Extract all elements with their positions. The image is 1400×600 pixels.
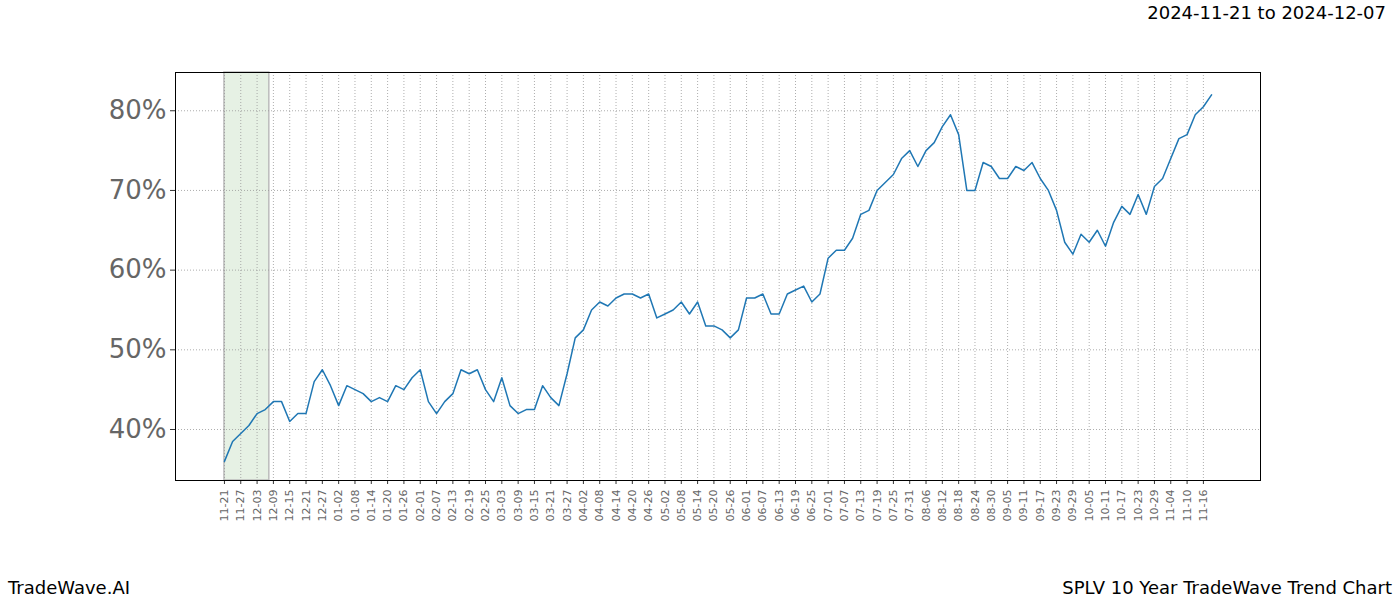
svg-text:01-20: 01-20 <box>381 490 394 522</box>
svg-text:06-19: 06-19 <box>789 490 802 522</box>
svg-text:60%: 60% <box>109 254 167 284</box>
svg-text:11-27: 11-27 <box>234 490 247 522</box>
svg-text:01-02: 01-02 <box>332 490 345 522</box>
svg-text:80%: 80% <box>109 95 167 125</box>
svg-text:05-20: 05-20 <box>707 490 720 522</box>
svg-text:02-19: 02-19 <box>463 490 476 522</box>
svg-text:02-25: 02-25 <box>479 490 492 522</box>
svg-text:09-29: 09-29 <box>1066 490 1079 522</box>
svg-text:07-25: 07-25 <box>887 490 900 522</box>
svg-text:07-31: 07-31 <box>903 490 916 522</box>
svg-text:03-21: 03-21 <box>544 490 557 522</box>
svg-text:07-07: 07-07 <box>838 490 851 522</box>
svg-text:10-11: 10-11 <box>1099 490 1112 522</box>
svg-text:10-29: 10-29 <box>1148 490 1161 522</box>
svg-text:04-02: 04-02 <box>577 490 590 522</box>
svg-text:04-14: 04-14 <box>610 490 623 522</box>
svg-text:03-03: 03-03 <box>495 490 508 522</box>
svg-text:10-23: 10-23 <box>1132 490 1145 522</box>
svg-text:05-08: 05-08 <box>675 490 688 522</box>
html-text:2024-11-21 to 2024-12-07: 2024-11-21 to 2024-12-07 <box>1147 2 1386 23</box>
svg-text:06-13: 06-13 <box>773 490 786 522</box>
svg-text:02-07: 02-07 <box>430 490 443 522</box>
svg-text:70%: 70% <box>109 175 167 205</box>
svg-text:06-07: 06-07 <box>756 490 769 522</box>
svg-text:04-26: 04-26 <box>642 490 655 522</box>
svg-text:03-15: 03-15 <box>528 490 541 522</box>
svg-text:03-27: 03-27 <box>561 490 574 522</box>
svg-text:07-01: 07-01 <box>822 490 835 522</box>
svg-text:03-09: 03-09 <box>512 490 525 522</box>
svg-text:10-17: 10-17 <box>1115 490 1128 522</box>
svg-text:11-16: 11-16 <box>1197 490 1210 522</box>
svg-text:02-13: 02-13 <box>446 490 459 522</box>
svg-text:06-01: 06-01 <box>740 490 753 522</box>
svg-text:04-08: 04-08 <box>593 490 606 522</box>
svg-text:04-20: 04-20 <box>626 490 639 522</box>
svg-text:09-17: 09-17 <box>1034 490 1047 522</box>
svg-text:09-05: 09-05 <box>1001 490 1014 522</box>
svg-text:08-24: 08-24 <box>968 490 981 522</box>
svg-text:08-30: 08-30 <box>985 490 998 522</box>
svg-text:01-14: 01-14 <box>365 490 378 522</box>
svg-text:12-09: 12-09 <box>267 490 280 522</box>
svg-text:08-06: 08-06 <box>920 490 933 522</box>
svg-text:12-03: 12-03 <box>251 490 264 522</box>
svg-text:12-27: 12-27 <box>316 490 329 522</box>
svg-text:12-21: 12-21 <box>300 490 313 522</box>
svg-text:10-05: 10-05 <box>1083 490 1096 522</box>
svg-text:07-13: 07-13 <box>854 490 867 522</box>
svg-text:02-01: 02-01 <box>414 490 427 522</box>
svg-text:05-26: 05-26 <box>724 490 737 522</box>
svg-text:11-04: 11-04 <box>1164 490 1177 522</box>
svg-text:09-11: 09-11 <box>1017 490 1030 522</box>
svg-text:11-21: 11-21 <box>218 490 231 522</box>
svg-text:08-12: 08-12 <box>936 490 949 522</box>
svg-text:05-02: 05-02 <box>658 490 671 522</box>
svg-text:06-25: 06-25 <box>805 490 818 522</box>
svg-text:09-23: 09-23 <box>1050 490 1063 522</box>
svg-text:12-15: 12-15 <box>283 490 296 522</box>
svg-text:40%: 40% <box>109 414 167 444</box>
svg-text:01-26: 01-26 <box>397 490 410 522</box>
svg-text:05-14: 05-14 <box>691 490 704 522</box>
html-text:SPLV 10 Year TradeWave Trend C: SPLV 10 Year TradeWave Trend Chart <box>1062 577 1392 598</box>
html-text:TradeWave.AI: TradeWave.AI <box>8 577 130 598</box>
svg-text:08-18: 08-18 <box>952 490 965 522</box>
svg-text:50%: 50% <box>109 334 167 364</box>
svg-text:01-08: 01-08 <box>348 490 361 522</box>
svg-text:11-10: 11-10 <box>1181 490 1194 522</box>
svg-text:07-19: 07-19 <box>871 490 884 522</box>
